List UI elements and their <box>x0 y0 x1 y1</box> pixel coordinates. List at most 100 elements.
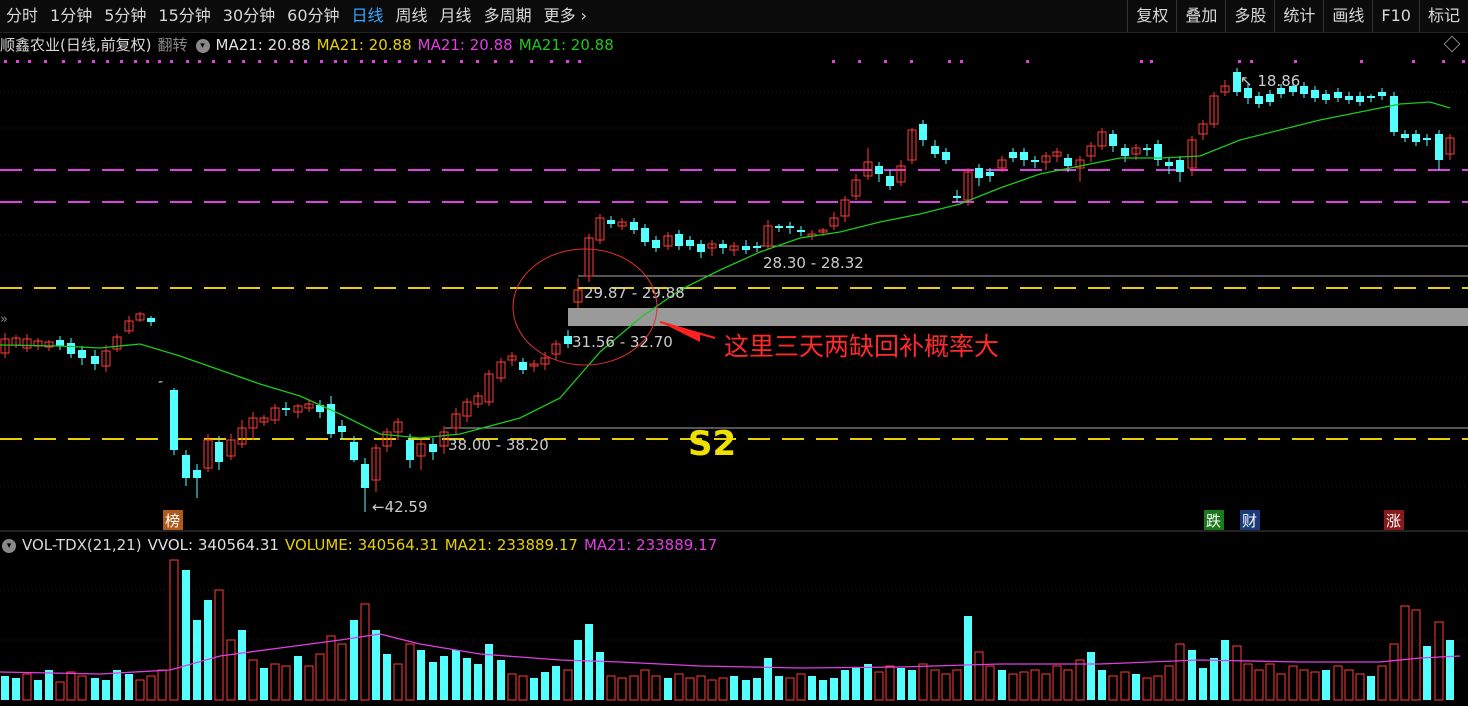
top-dot-26 <box>372 60 375 63</box>
candle-body-99 <box>1121 148 1129 156</box>
top-dot-19 <box>274 60 277 63</box>
period-tab-4[interactable]: 30分钟 <box>222 6 276 25</box>
period-tab-8[interactable]: 月线 <box>439 6 472 25</box>
period-tab-0[interactable]: 分时 <box>6 6 39 25</box>
candle-body-27 <box>316 405 324 412</box>
top-dot-22 <box>320 60 323 63</box>
period-tabs: 分时 1分钟 5分钟 15分钟 30分钟 60分钟 日线 周线 月线 多周期 更多 › <box>0 0 593 32</box>
top-dot-r-6 <box>1026 60 1029 63</box>
candle-body-126 <box>1423 138 1431 140</box>
candle-body-75 <box>851 179 861 197</box>
vol-bar-91 <box>1019 671 1029 701</box>
vol-bar-129 <box>1446 640 1454 700</box>
top-dot-4 <box>62 60 65 63</box>
top-dot-17 <box>242 60 245 63</box>
tool-button-5[interactable]: F10 <box>1372 0 1419 32</box>
flip-button[interactable]: 翻转 <box>157 36 188 54</box>
top-dot-13 <box>186 60 189 63</box>
top-dot-24 <box>344 60 347 63</box>
vol-bar-107 <box>1199 668 1207 700</box>
candle-body-96 <box>1086 145 1096 157</box>
vol-bar-36 <box>405 643 415 701</box>
vol-bar-69 <box>775 676 783 700</box>
candle-body-19 <box>226 439 236 457</box>
vol-bar-32 <box>360 603 370 701</box>
vol-bar-106 <box>1188 650 1196 700</box>
vol-bar-67 <box>753 678 761 700</box>
candle-body-122 <box>1378 92 1386 96</box>
candle-body-90 <box>1020 152 1028 160</box>
tag-zhang-bg <box>1384 510 1404 530</box>
vol-bar-10 <box>113 670 121 700</box>
period-tab-6[interactable]: 日线 <box>351 6 384 25</box>
tool-button-3[interactable]: 统计 <box>1274 0 1323 32</box>
dash-mark: - <box>158 374 163 390</box>
period-tab-10[interactable]: 更多 › <box>543 6 588 25</box>
candle-body-54 <box>617 221 627 227</box>
vol-bar-3 <box>34 680 42 700</box>
vol-bar-48 <box>541 672 549 700</box>
tool-button-2[interactable]: 多股 <box>1225 0 1274 32</box>
period-tab-1[interactable]: 1分钟 <box>50 6 93 25</box>
red-arrow-icon <box>660 322 700 342</box>
vol-bar-35 <box>393 663 403 701</box>
candle-body-60 <box>686 240 694 246</box>
vol-bar-123 <box>1377 665 1387 701</box>
vol-bar-11 <box>125 674 133 700</box>
candle-body-62 <box>707 243 717 249</box>
vol-bar-7 <box>77 675 87 701</box>
top-dot-3 <box>44 60 47 63</box>
tool-button-6[interactable]: 标记 <box>1418 0 1468 32</box>
vol-bar-18 <box>204 600 212 700</box>
period-tab-5[interactable]: 60分钟 <box>287 6 340 25</box>
vol-toggle-icon[interactable]: ▾ <box>2 538 16 553</box>
candle-body-43 <box>496 361 506 379</box>
vol-bar-99 <box>1108 675 1118 701</box>
vol-bar-104 <box>1164 665 1174 701</box>
period-tab-7[interactable]: 周线 <box>395 6 428 25</box>
expand-left-icon[interactable]: » <box>0 312 8 327</box>
candle-body-70 <box>797 230 805 232</box>
candle-body-30 <box>350 442 358 460</box>
settings-toggle-icon[interactable]: ▾ <box>195 38 210 53</box>
tag-cai-bg <box>1240 510 1260 530</box>
candle-body-42 <box>484 373 494 403</box>
period-tab-3[interactable]: 15分钟 <box>158 6 211 25</box>
candle-body-53 <box>607 220 615 224</box>
candle-body-22 <box>259 417 269 423</box>
candle-body-8 <box>91 356 99 364</box>
vol-bar-38 <box>429 662 437 700</box>
vol-bar-19 <box>214 589 224 701</box>
candle-body-24 <box>282 408 290 410</box>
vol-bar-112 <box>1254 669 1264 701</box>
vol-bar-13 <box>146 675 156 701</box>
high-price-label: ↖ 18.86 <box>1240 72 1300 90</box>
vol-bar-97 <box>1087 652 1095 700</box>
top-dot-33 <box>476 60 479 63</box>
candle-body-67 <box>763 225 773 247</box>
vol-bar-5 <box>55 681 65 701</box>
stock-title: 顺鑫农业(日线,前复权) <box>0 36 152 54</box>
period-tab-2[interactable]: 5分钟 <box>104 6 147 25</box>
candle-body-123 <box>1390 96 1398 132</box>
vol-bar-95 <box>1063 669 1073 701</box>
tool-button-1[interactable]: 叠加 <box>1176 0 1225 32</box>
vvol-value: VVOL: 340564.31 <box>147 536 279 554</box>
candle-body-33 <box>382 431 392 447</box>
period-tab-9[interactable]: 多周期 <box>483 6 532 25</box>
vol-bar-125 <box>1400 605 1410 701</box>
candle-body-124 <box>1401 134 1409 138</box>
candle-body-98 <box>1109 134 1117 146</box>
top-dot-14 <box>198 60 201 63</box>
tool-button-0[interactable]: 复权 <box>1127 0 1176 32</box>
vol-bar-120 <box>1344 669 1354 701</box>
tool-button-4[interactable]: 画线 <box>1323 0 1372 32</box>
candle-body-44 <box>507 355 517 361</box>
vol-bar-31 <box>350 620 358 700</box>
vol-bar-62 <box>696 675 706 701</box>
vol-bar-98 <box>1098 670 1106 700</box>
candle-body-109 <box>1233 72 1241 92</box>
top-dot-23 <box>334 60 337 63</box>
candle-body-38 <box>439 431 449 447</box>
